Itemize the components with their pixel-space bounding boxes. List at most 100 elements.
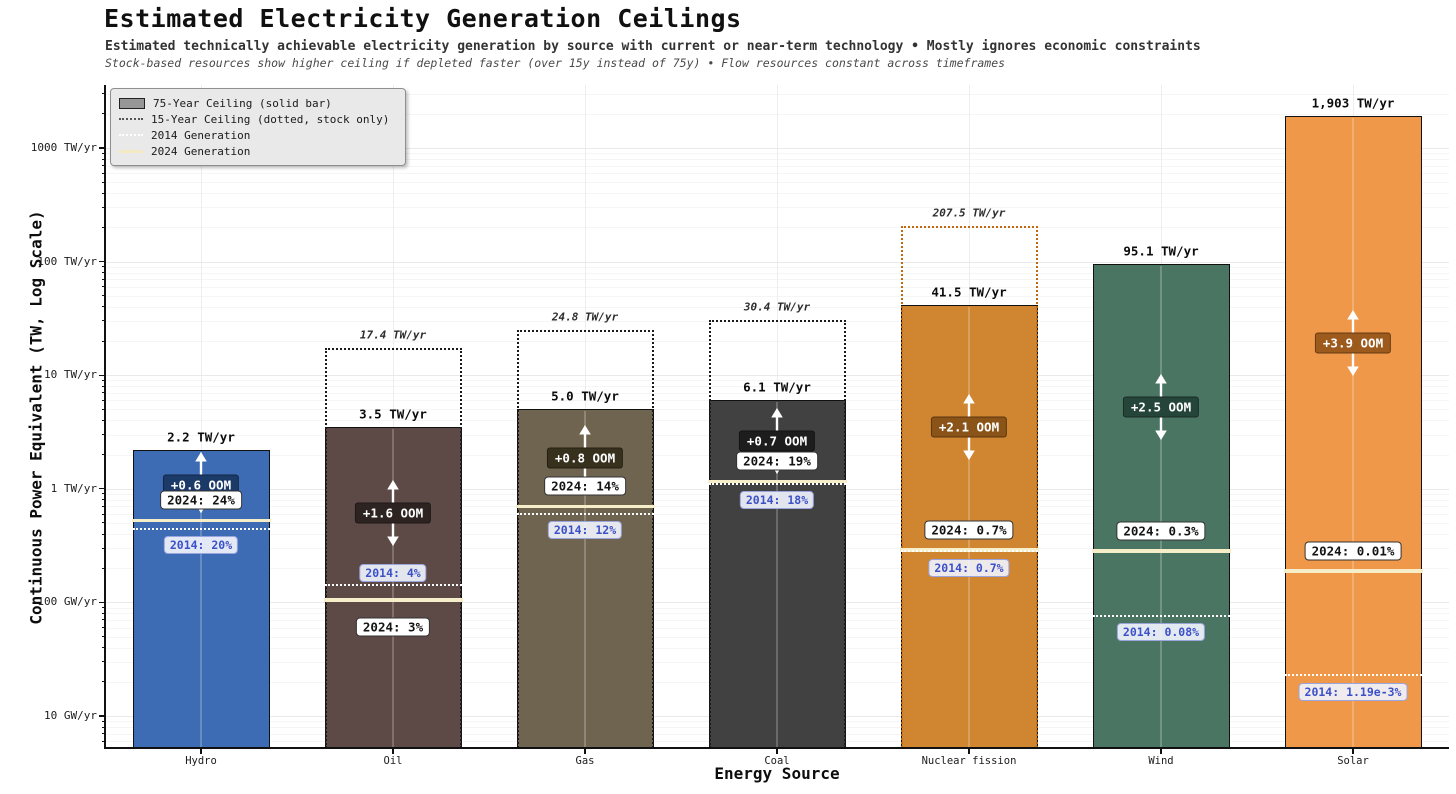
y-axis-minor-tick [101,740,105,742]
gen-2014-line-oil [324,584,462,587]
gridline-vertical [201,85,202,748]
y-axis-minor-tick [101,619,105,621]
y-axis-minor-tick [101,408,105,410]
ceiling-75y-label-nuclear-fission: 41.5 TW/yr [931,284,1007,300]
y-axis-minor-tick [101,647,105,649]
ceiling-15y-label-gas: 24.8 TW/yr [551,310,619,324]
y-axis-minor-tick [101,681,105,683]
legend-label: 15-Year Ceiling (dotted, stock only) [151,112,390,126]
bar-center-gridline [1160,266,1162,748]
gen-2014-badge-gas: 2014: 12% [547,521,623,539]
solid-2024-line-swatch-icon [119,149,143,153]
gen-2014-line-coal [708,482,846,485]
gen-2024-badge-nuclear-fission: 2024: 0.7% [924,520,1014,540]
x-tick-label-hydro: Hydro [185,755,217,767]
oom-badge-wind: +2.5 OOM [1122,396,1200,418]
bar-center-gridline [584,411,586,748]
gridline-major [105,375,1449,377]
y-axis-minor-tick [101,567,105,569]
ceiling-15y-nuclear-fission [900,225,1038,748]
chart-title: Estimated Electricity Generation Ceiling… [104,4,742,33]
y-axis-minor-tick [101,392,105,394]
y-tick-label: 10 GW/yr [44,709,97,722]
y-tick-label: 10 TW/yr [44,368,97,382]
y-tick-label: 1 TW/yr [50,481,97,495]
y-axis-minor-tick [101,726,105,728]
x-axis-title: Energy Source [714,764,840,783]
x-axis-tick [584,749,586,754]
y-axis-minor-tick [101,399,105,401]
gen-2014-badge-nuclear-fission: 2014: 0.7% [928,558,1010,577]
y-axis-minor-tick [101,158,105,160]
x-tick-label-gas: Gas [575,755,595,767]
bar-center-gridline [776,401,778,748]
y-axis-minor-tick [101,93,105,95]
legend-item-75y-ceiling: 75-Year Ceiling (solid bar) [119,95,397,111]
y-axis-minor-tick [101,454,105,456]
y-axis-minor-tick [101,533,105,535]
gen-2024-line-wind [1091,549,1231,553]
y-axis-minor-tick [101,266,105,268]
y-axis-minor-tick [101,493,105,495]
y-axis-minor-tick [101,607,105,609]
gen-2024-badge-coal: 2024: 19% [736,451,818,471]
y-axis-minor-tick [101,419,105,421]
bar-center-gridline [392,428,394,748]
x-tick-label-nuclear-fission: Nuclear fission [921,755,1017,767]
x-axis-tick [776,749,778,754]
y-axis-minor-tick [101,733,105,735]
oom-badge-gas: +0.8 OOM [546,447,624,469]
gen-2024-line-oil [323,598,463,602]
y-axis-minor-tick [101,434,105,436]
bar-center-gridline [200,451,202,748]
ceiling-75y-label-hydro: 2.2 TW/yr [167,429,235,445]
gen-2014-badge-hydro: 2014: 20% [163,536,239,555]
x-axis-tick [1160,749,1162,754]
legend-item-2014-generation: 2014 Generation [119,127,397,143]
y-axis-minor-tick [101,522,105,524]
gen-2014-line-solar [1284,674,1422,677]
x-tick-label-oil: Oil [383,755,403,767]
y-axis-minor-tick [101,206,105,208]
ceiling-15y-coal [708,320,846,748]
y-tick-label: 1000 TW/yr [30,141,97,154]
chart-subtitle: Estimated technically achievable electri… [105,39,1201,54]
oom-badge-nuclear-fission: +2.1 OOM [930,416,1008,438]
gen-2014-badge-wind: 2014: 0.08% [1116,622,1206,641]
oom-badge-oil: +1.6 OOM [354,502,432,524]
gen-2014-line-nuclear-fission [900,550,1038,553]
ceiling-75y-label-coal: 6.1 TW/yr [743,379,811,395]
y-axis-minor-tick [101,165,105,167]
solid-bar-swatch-icon [119,97,145,109]
gen-2014-line-wind [1092,614,1230,617]
ceiling-15y-oil [324,347,462,748]
y-axis-minor-tick [101,278,105,280]
legend-label: 75-Year Ceiling (solid bar) [153,96,332,110]
y-axis-tick [99,601,105,604]
y-axis-minor-tick [101,340,105,342]
y-axis-minor-tick [101,636,105,638]
ceiling-75y-label-gas: 5.0 TW/yr [551,388,619,404]
x-tick-label-coal: Coal [764,755,790,767]
gen-2024-line-nuclear-fission [899,548,1039,552]
y-axis-spine [104,85,106,749]
gen-2024-line-gas [515,504,655,509]
y-axis-minor-tick [101,385,105,387]
ceiling-15y-gas [516,330,654,748]
y-axis-tick [99,715,105,717]
gen-2024-badge-hydro: 2024: 24% [160,490,242,510]
gen-2024-line-solar [1283,569,1423,573]
ceiling-15y-label-nuclear-fission: 207.5 TW/yr [932,206,1006,220]
x-axis-tick [200,749,202,754]
y-axis-minor-tick [101,547,105,549]
gen-2014-badge-coal: 2014: 18% [739,491,815,510]
y-axis-minor-tick [101,181,105,183]
oom-badge-solar: +3.9 OOM [1314,332,1392,354]
legend-label: 2014 Generation [151,128,251,142]
gen-2024-badge-solar: 2024: 0.01% [1304,541,1402,561]
gen-2024-badge-gas: 2024: 14% [544,476,626,496]
legend-item-15y-ceiling: 15-Year Ceiling (dotted, stock only) [119,111,397,127]
y-axis-minor-tick [101,286,105,288]
